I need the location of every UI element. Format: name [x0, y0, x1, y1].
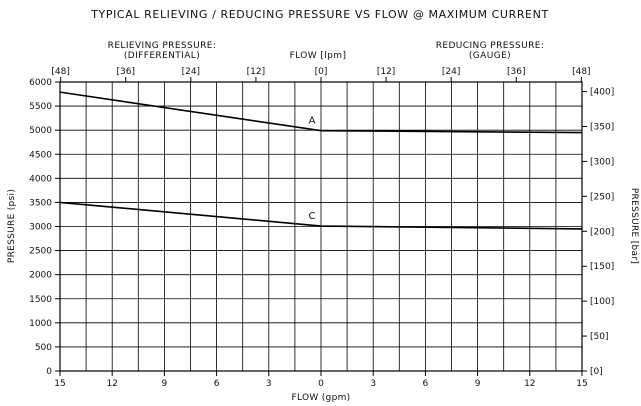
series-line-c	[59, 201, 583, 230]
x-tick-label: 9	[475, 379, 481, 389]
top-tick-label: [24]	[182, 67, 200, 77]
y-tick-label: 4000	[29, 174, 52, 184]
x-tick-label: 6	[214, 379, 220, 389]
x-tick-label: 6	[423, 379, 429, 389]
right-tick-label: [100]	[590, 297, 614, 307]
y-tick-label: 3500	[29, 198, 52, 208]
y-tick-label: 4500	[29, 150, 52, 160]
x-tick-label: 3	[370, 379, 376, 389]
right-tick-label: [250]	[590, 192, 614, 202]
x-axis-title: FLOW (gpm)	[292, 393, 351, 403]
y-axis-title-right: PRESSURE [bar]	[629, 188, 639, 264]
right-tick-label: [400]	[590, 88, 614, 98]
y-tick-label: 5000	[29, 126, 52, 136]
top-tick-label: [24]	[442, 67, 460, 77]
top-tick-label: [48]	[572, 67, 590, 77]
y-tick-label: 1000	[29, 319, 52, 329]
curve-label-c: C	[309, 211, 316, 222]
y-axis-title-left: PRESSURE (psi)	[7, 189, 17, 263]
y-tick-label: 2500	[29, 247, 52, 257]
top-tick-label: [48]	[51, 67, 69, 77]
right-tick-label: [150]	[590, 262, 614, 272]
y-tick-label: 2000	[29, 271, 52, 281]
plot-frame	[59, 81, 583, 372]
curve-label-a: A	[309, 116, 316, 127]
series-lines	[59, 91, 583, 230]
top-tick-label: [0]	[315, 67, 328, 77]
top-tick-label: [12]	[377, 67, 395, 77]
chart-title: TYPICAL RELIEVING / REDUCING PRESSURE VS…	[90, 8, 549, 21]
y-tick-label: 500	[35, 343, 52, 353]
y-tick-label: 1500	[29, 295, 52, 305]
x-tick-label: 9	[162, 379, 168, 389]
axis-ticks	[55, 77, 587, 376]
relieving-pressure-header-line1: RELIEVING PRESSURE:	[108, 41, 217, 51]
relieving-pressure-header-line2: (DIFFERENTIAL)	[124, 51, 200, 61]
flow-lpm-header: FLOW [lpm]	[290, 51, 347, 61]
tick-labels: 15 12 9 6 3 0 3 6 9 12 15 [48] [36] [24] [12] [0] [12] [2…	[29, 67, 614, 389]
x-tick-label: 12	[524, 379, 535, 389]
x-tick-label: 12	[106, 379, 117, 389]
y-tick-label: 0	[46, 367, 52, 377]
right-tick-label: [200]	[590, 227, 614, 237]
y-tick-label: 6000	[29, 78, 52, 88]
y-tick-label: 3000	[29, 223, 52, 233]
y-tick-label: 5500	[29, 102, 52, 112]
right-tick-label: [350]	[590, 122, 614, 132]
x-tick-label: 15	[576, 379, 587, 389]
top-tick-label: [12]	[247, 67, 265, 77]
reducing-pressure-header-line2: (GAUGE)	[469, 51, 511, 61]
x-tick-label: 15	[54, 379, 65, 389]
top-tick-label: [36]	[116, 67, 134, 77]
x-tick-label: 3	[266, 379, 272, 389]
top-tick-label: [36]	[507, 67, 525, 77]
x-tick-label: 0	[318, 379, 324, 389]
series-line-a	[59, 91, 583, 134]
reducing-pressure-header-line1: REDUCING PRESSURE:	[436, 41, 545, 51]
right-tick-label: [50]	[590, 332, 608, 342]
right-tick-label: [0]	[590, 367, 603, 377]
right-tick-label: [300]	[590, 157, 614, 167]
